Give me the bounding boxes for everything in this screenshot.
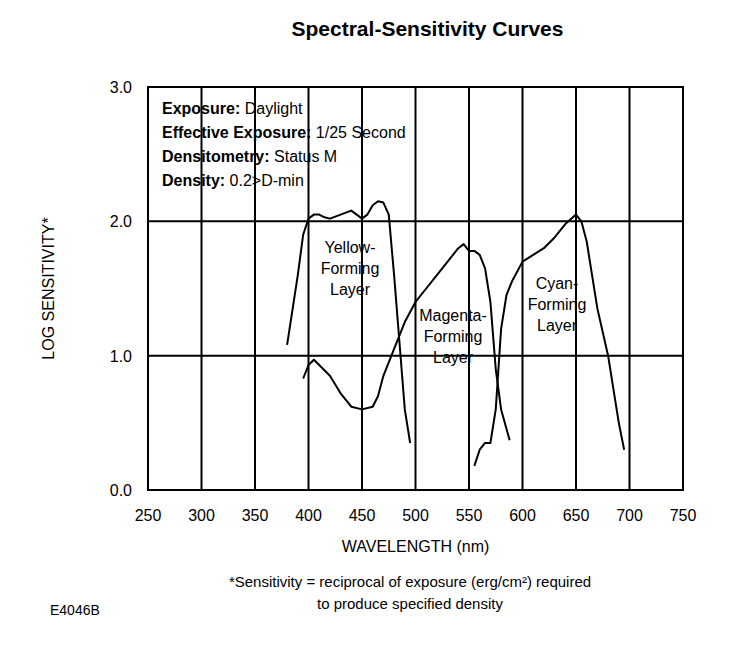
x-tick-label: 450 [349,507,376,524]
series-label-line: Yellow- [325,239,376,256]
x-tick-label: 600 [509,507,536,524]
grid-line-y [148,355,683,357]
y-tick-label: 2.0 [110,213,132,230]
x-axis-label: WAVELENGTH (nm) [342,538,490,555]
annotation-text: Daylight [240,100,303,117]
x-tick-label: 550 [456,507,483,524]
grid [148,87,683,490]
annotation: Densitometry: Status M [162,148,337,165]
x-tick-label: 650 [563,507,590,524]
annotation-label: Exposure: [162,100,240,117]
figure-id: E4046B [50,602,100,618]
x-tick-label: 250 [135,507,162,524]
annotation: Effective Exposure: 1/25 Second [162,124,406,141]
y-tick-label: 0.0 [110,482,132,499]
annotation-text: Status M [270,148,338,165]
annotation-label: Effective Exposure: [162,124,311,141]
series-label-line: Forming [321,260,380,277]
footnote: to produce specified density [317,595,503,612]
annotation-label: Density: [162,172,225,189]
background [0,0,750,650]
y-tick-label: 1.0 [110,348,132,365]
title: Spectral-Sensitivity Curves [292,17,564,40]
series-line [303,244,510,440]
annotation-text: 1/25 Second [311,124,405,141]
series-label-line: Layer [537,317,578,334]
grid-line-x [415,87,417,490]
series-group [287,201,624,466]
x-tick-label: 700 [616,507,643,524]
annotation-text: 0.2>D-min [225,172,304,189]
series-label-line: Layer [433,349,474,366]
series-line [474,215,624,466]
series-label: Yellow- Forming Layer [321,239,380,298]
x-tick-label: 500 [402,507,429,524]
series-label-line: Layer [330,281,371,298]
annotation: Exposure: Daylight [162,100,303,117]
series-line [287,201,410,443]
chart: Spectral-Sensitivity Curves 250 300 350 400 4… [0,0,750,650]
grid-line-x [468,87,470,490]
series-label-line: Cyan- [536,275,579,292]
plot-frame [148,87,683,490]
x-tick-label: 300 [188,507,215,524]
footnote: *Sensitivity = reciprocal of exposure (e… [229,573,591,590]
series-label: Cyan- Forming Layer [528,275,587,334]
x-tick-label: 400 [295,507,322,524]
y-axis-label: LOG SENSITIVITY* [40,217,57,359]
grid-line-x [629,87,631,490]
y-tick-label: 3.0 [110,79,132,96]
grid-line-x [522,87,524,490]
series-label: Magenta- Forming Layer [419,307,487,366]
annotation: Density: 0.2>D-min [162,172,304,189]
grid-line-y [148,220,683,222]
annotation-label: Densitometry: [162,148,270,165]
series-label-line: Forming [528,296,587,313]
series-label-line: Magenta- [419,307,487,324]
x-tick-label: 750 [670,507,697,524]
x-tick-label: 350 [242,507,269,524]
series-label-line: Forming [424,328,483,345]
